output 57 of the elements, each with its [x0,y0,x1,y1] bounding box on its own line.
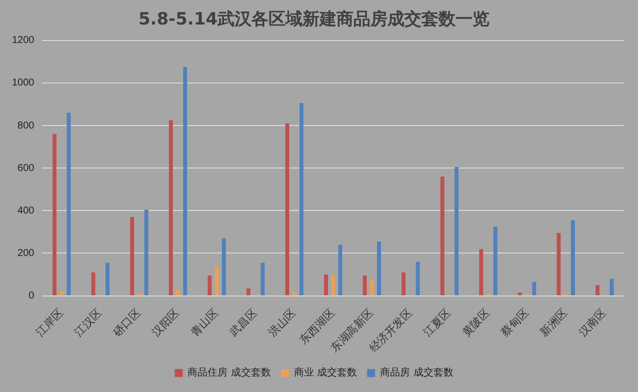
bar [402,272,406,296]
bar [362,276,367,296]
bar [285,123,290,296]
y-tick-label: 200 [18,248,35,259]
x-tick-label: 洪山区 [266,306,298,339]
bar [144,210,148,296]
x-tick-label: 新洲区 [537,306,570,339]
bar [52,134,56,296]
bar [130,217,134,296]
bar [416,262,420,296]
x-tick-label: 硚口区 [110,306,144,340]
x-tick-label: 江夏区 [421,306,454,339]
bar [106,262,110,296]
x-tick-label: 汉阳区 [150,306,182,339]
y-tick-label: 1200 [12,35,35,46]
bar [292,292,296,296]
y-tick-label: 800 [18,120,35,132]
bar [454,167,459,296]
bar [214,266,219,296]
bar [299,103,304,296]
x-tick-label: 蔡甸区 [498,306,532,339]
bar [91,272,96,296]
bar [324,274,328,296]
bar [260,262,265,296]
bar [331,274,336,296]
x-tick-label: 江岸区 [33,306,66,339]
chart-title: 5.8-5.14武汉各区域新建商品房成交套数一览 [138,10,490,30]
x-tick-label: 汉南区 [576,306,609,339]
bar [176,289,180,296]
bar [570,220,575,296]
bar [222,238,226,296]
bar [440,176,444,296]
bar [60,292,64,296]
x-tick-label: 江汉区 [72,306,105,339]
x-tick-label: 黄陂区 [460,306,492,339]
bar [377,242,381,296]
x-tick-label: 青山区 [188,306,221,339]
bar [168,120,173,296]
bar [338,244,342,296]
bar [518,292,522,296]
bar [596,285,600,296]
y-tick-label: 400 [18,205,35,216]
bar [370,280,374,296]
y-tick-label: 600 [18,162,35,174]
bar [532,282,536,296]
x-tick-label: 武昌区 [227,306,260,339]
bar [183,67,188,296]
legend-label: 商业 成交套数 [294,366,358,379]
legend-label: 商品房 成交套数 [380,366,454,379]
y-tick-label: 1000 [12,78,35,89]
y-tick-label: 0 [28,290,35,302]
bar [208,276,212,296]
bar [479,248,484,296]
bar [556,232,561,296]
bar [246,288,250,296]
legend-label: 商品住房 成交套数 [188,366,271,379]
bar [493,226,498,296]
